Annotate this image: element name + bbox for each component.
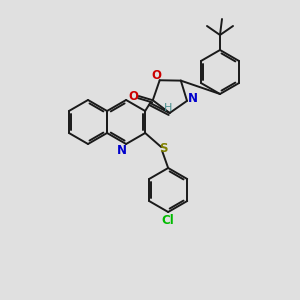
Text: O: O <box>129 90 139 103</box>
Text: H: H <box>164 103 172 113</box>
Text: Cl: Cl <box>162 214 175 226</box>
Text: S: S <box>159 142 167 155</box>
Text: O: O <box>152 69 162 82</box>
Text: N: N <box>188 92 198 105</box>
Text: N: N <box>117 143 127 157</box>
